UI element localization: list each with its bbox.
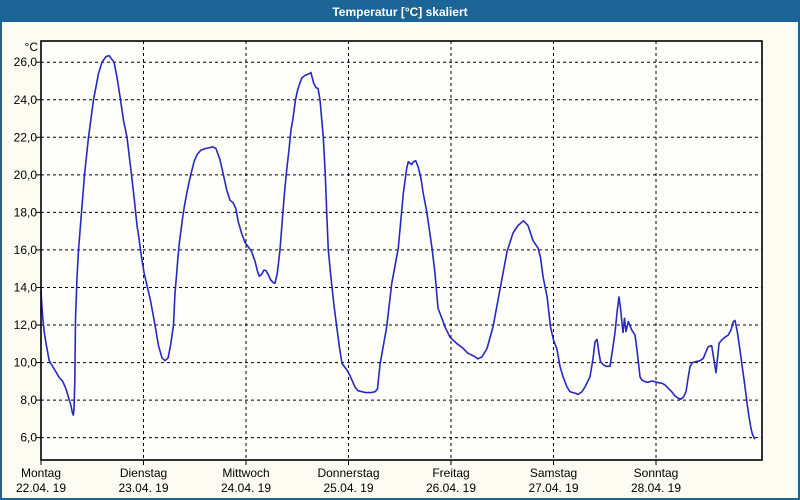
x-tick-date-label: 23.04. 19: [118, 481, 168, 495]
y-tick-label: 12,0: [14, 318, 38, 332]
y-tick-label: 14,0: [14, 280, 38, 294]
y-tick-label: 22,0: [14, 130, 38, 144]
y-axis-unit-label: °C: [25, 40, 39, 54]
data-series: [40, 54, 756, 440]
y-tick-label: 6,0: [20, 431, 37, 445]
chart-area: °C 6,0 8,0 10,0 12,0 14,0 16,0 18,0 20,0 22,0 24,…: [2, 22, 798, 498]
x-tick-date-label: 24.04. 19: [221, 481, 271, 495]
x-tick-day-label: Dienstag: [120, 466, 167, 480]
temperature-line: [40, 54, 756, 440]
x-tick-date-label: 27.04. 19: [528, 481, 578, 495]
window-titlebar[interactable]: Temperatur [°C] skaliert: [2, 2, 798, 22]
plot-border: [40, 40, 763, 461]
temperature-line-chart: °C 6,0 8,0 10,0 12,0 14,0 16,0 18,0 20,0 22,0 24,…: [14, 40, 763, 495]
x-tick-day-label: Mittwoch: [222, 466, 269, 480]
y-tick-label: 26,0: [14, 55, 38, 69]
x-tick-date-label: 26.04. 19: [426, 481, 476, 495]
x-tick-day-label: Montag: [21, 466, 61, 480]
axis-labels: °C 6,0 8,0 10,0 12,0 14,0 16,0 18,0 20,0 22,0 24,…: [14, 40, 682, 495]
x-tick-day-label: Freitag: [432, 466, 469, 480]
x-tick-date-label: 28.04. 19: [631, 481, 681, 495]
x-tick-day-label: Donnerstag: [317, 466, 379, 480]
y-tick-label: 10,0: [14, 356, 38, 370]
gridlines: [41, 41, 762, 460]
plot-background: [41, 41, 762, 460]
y-tick-label: 16,0: [14, 243, 38, 257]
y-tick-label: 8,0: [20, 393, 37, 407]
window-title: Temperatur [°C] skaliert: [332, 5, 468, 19]
x-tick-date-label: 22.04. 19: [16, 481, 66, 495]
x-tick-day-label: Samstag: [530, 466, 577, 480]
x-tick-date-label: 25.04. 19: [323, 481, 373, 495]
x-tick-day-label: Sonntag: [634, 466, 679, 480]
y-tick-label: 18,0: [14, 205, 38, 219]
y-tick-label: 24,0: [14, 93, 38, 107]
y-tick-label: 20,0: [14, 168, 38, 182]
axis-ticks: [36, 61, 657, 465]
